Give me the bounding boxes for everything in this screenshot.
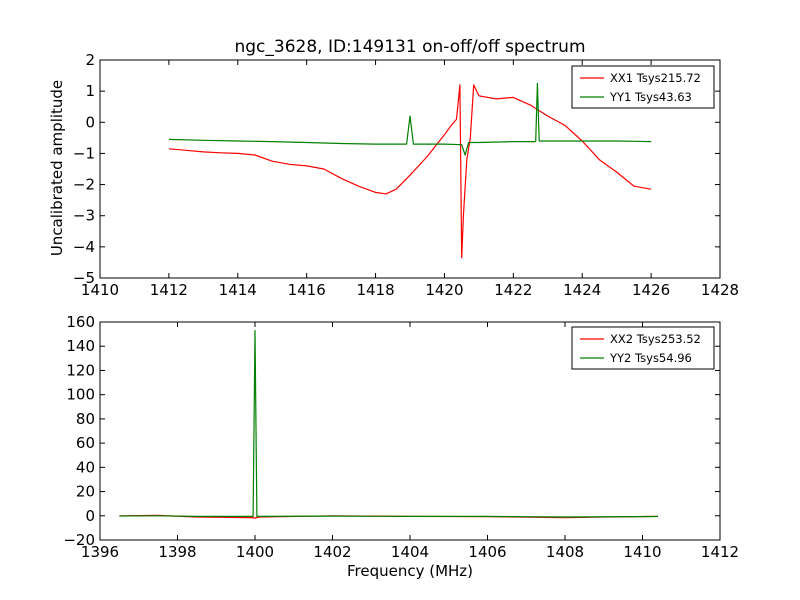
top-y-tick-label: 1 [85, 82, 95, 100]
bottom-y-tick-label: 160 [66, 313, 95, 331]
bottom-y-tick-label: 20 [76, 483, 95, 501]
top-legend-label-1: XX1 Tsys215.72 [610, 71, 701, 85]
figure-title: ngc_3628, ID:149131 on-off/off spectrum [234, 37, 585, 57]
bottom-x-tick-label: 1406 [468, 543, 506, 561]
bottom-x-tick-label: 1410 [623, 543, 661, 561]
top-x-tick-label: 1416 [288, 281, 326, 299]
bottom-series-2-line [119, 329, 659, 518]
bottom-x-axis-label: Frequency (MHz) [347, 562, 473, 580]
bottom-legend: XX2 Tsys253.52 YY2 Tsys54.96 [571, 326, 715, 370]
top-x-tick-label: 1422 [494, 281, 532, 299]
bottom-y-tick-label: 0 [85, 507, 95, 525]
top-y-tick-label: −1 [73, 144, 95, 162]
bottom-x-tick-label: 1396 [81, 543, 119, 561]
top-legend: XX1 Tsys215.72 YY1 Tsys43.63 [571, 65, 715, 109]
top-x-tick-label: 1420 [425, 281, 463, 299]
top-series-group [168, 82, 652, 259]
bottom-y-tick-label: 40 [76, 458, 95, 476]
top-x-tick-label: 1410 [81, 281, 119, 299]
top-x-tick-label: 1426 [632, 281, 670, 299]
bottom-legend-box [571, 326, 715, 370]
bottom-series-group [119, 329, 659, 519]
top-y-tick-label: −2 [73, 176, 95, 194]
bottom-y-tick-label: 80 [76, 410, 95, 428]
top-axes-frame [99, 59, 721, 279]
top-x-tick-label: 1412 [150, 281, 188, 299]
bottom-x-tick-label: 1408 [546, 543, 584, 561]
top-y-tick-label: 2 [85, 51, 95, 69]
top-y-tick-label: −5 [73, 269, 95, 287]
bottom-y-tick-label: 120 [66, 361, 95, 379]
bottom-x-tick-label: 1398 [158, 543, 196, 561]
bottom-x-tick-label: 1402 [313, 543, 351, 561]
bottom-legend-label-1: XX2 Tsys253.52 [610, 332, 701, 346]
bottom-y-tick-label: 100 [66, 386, 95, 404]
bottom-y-tick-label: 140 [66, 337, 95, 355]
top-y-axis-label: Uncalibrated amplitude [48, 80, 66, 256]
top-x-tick-label: 1414 [219, 281, 257, 299]
bottom-plot-axes: 1396 1398 1400 1402 1404 1406 1408 1410 1412 −20 0… [63, 313, 739, 561]
bottom-x-tick-label: 1400 [236, 543, 274, 561]
bottom-y-tick-label: −20 [63, 531, 95, 549]
top-x-tick-label: 1418 [356, 281, 394, 299]
top-plot-axes: 1410 1412 1414 1416 1418 1420 1422 1424 1426 1428… [73, 51, 739, 299]
top-y-tick-label: −3 [73, 207, 95, 225]
bottom-x-tick-label: 1404 [391, 543, 429, 561]
top-x-tick-label: 1428 [701, 281, 739, 299]
top-y-tick-label: −4 [73, 238, 95, 256]
bottom-y-tick-label: 60 [76, 434, 95, 452]
top-legend-box [571, 65, 715, 109]
bottom-x-tick-label: 1412 [701, 543, 739, 561]
bottom-legend-label-2: YY2 Tsys54.96 [609, 351, 692, 365]
top-legend-label-2: YY1 Tsys43.63 [609, 90, 692, 104]
top-x-tick-label: 1424 [563, 281, 601, 299]
top-y-tick-label: 0 [85, 113, 95, 131]
top-series-1-line [168, 84, 652, 259]
top-series-2-line [168, 82, 652, 156]
